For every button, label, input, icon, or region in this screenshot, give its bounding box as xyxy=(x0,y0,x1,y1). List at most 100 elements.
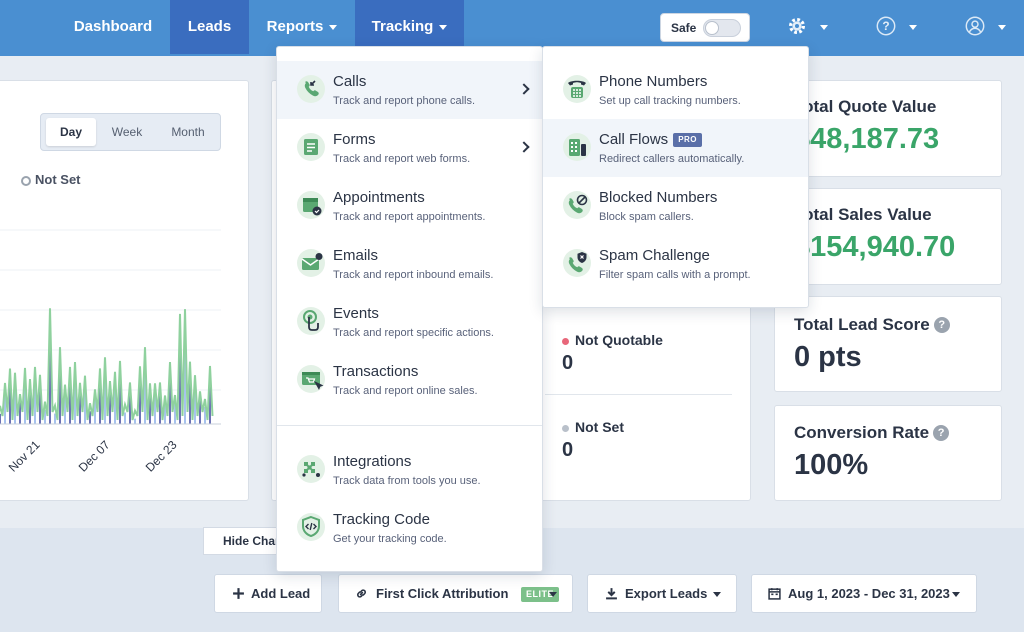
user-icon[interactable] xyxy=(964,15,986,37)
add-lead-button[interactable]: Add Lead xyxy=(214,574,322,613)
menu-item-tracking-code[interactable]: Tracking Code Get your tracking code. xyxy=(277,499,542,557)
help-chevron-down-icon[interactable] xyxy=(909,25,917,30)
kpi-value: $48,187.73 xyxy=(794,123,940,155)
chevron-down-icon xyxy=(952,592,960,597)
help-icon[interactable]: ? xyxy=(933,425,950,441)
call-flow-icon xyxy=(563,133,591,161)
menu-item-title: Phone Numbers xyxy=(599,73,708,90)
chevron-down-icon xyxy=(549,592,557,597)
dialpad-icon xyxy=(563,75,591,103)
menu-item-title: Events xyxy=(333,305,379,322)
blocked-phone-icon xyxy=(563,191,591,219)
nav-tracking[interactable]: Tracking xyxy=(355,0,464,54)
nav-dashboard[interactable]: Dashboard xyxy=(73,18,153,35)
toggle-switch[interactable] xyxy=(703,19,741,37)
range-month-button[interactable]: Month xyxy=(171,125,205,139)
menu-item-events[interactable]: Events Track and report specific actions… xyxy=(277,293,542,351)
settings-chevron-down-icon[interactable] xyxy=(820,25,828,30)
leads-chart-card: Day Week Month Not Set Nov 21 Dec 07 Dec… xyxy=(0,80,249,501)
calendar-icon xyxy=(768,588,781,600)
menu-item-desc: Track and report online sales. xyxy=(333,385,478,397)
menu-item-desc: Redirect callers automatically. xyxy=(599,153,745,165)
download-icon xyxy=(606,588,617,600)
kpi-card-conversion-rate: Conversion Rate? 100% xyxy=(774,405,1002,501)
menu-item-title: Call Flows PRO xyxy=(599,131,703,148)
export-label: Export Leads xyxy=(625,586,708,601)
puzzle-icon xyxy=(297,455,325,483)
nav-leads[interactable]: Leads xyxy=(170,0,249,54)
elite-badge: ELITE xyxy=(521,587,560,602)
legend-item-not-set[interactable]: Not Set xyxy=(21,172,81,187)
menu-item-desc: Track and report inbound emails. xyxy=(333,269,494,281)
plus-icon xyxy=(233,588,244,599)
menu-item-desc: Track and report appointments. xyxy=(333,211,486,223)
x-tick-label: Nov 21 xyxy=(6,438,43,475)
kpi-title: Total Lead Score? xyxy=(794,315,950,335)
safe-label: Safe xyxy=(671,21,697,35)
kpi-value: 100% xyxy=(794,449,869,481)
menu-item-title: Integrations xyxy=(333,453,412,470)
menu-item-title: Forms xyxy=(333,131,376,148)
kpi-card-lead-score: Total Lead Score? 0 pts xyxy=(774,296,1002,392)
attribution-dropdown[interactable]: First Click Attribution ELITE xyxy=(338,574,573,613)
menu-item-call-flows[interactable]: Call Flows PRO Redirect callers automatic… xyxy=(543,119,808,177)
chevron-down-icon xyxy=(439,24,448,30)
x-tick-label: Dec 23 xyxy=(143,438,180,475)
menu-item-desc: Track and report specific actions. xyxy=(333,327,494,339)
add-lead-label: Add Lead xyxy=(251,586,311,601)
tracking-dropdown-menu: Calls Track and report phone calls. Form… xyxy=(276,46,543,572)
stat-not-set-value: 0 xyxy=(562,439,574,461)
help-icon[interactable]: ? xyxy=(933,317,950,333)
kpi-value: 0 pts xyxy=(794,341,862,373)
menu-item-title: Appointments xyxy=(333,189,425,206)
menu-item-desc: Track and report phone calls. xyxy=(333,95,476,107)
range-day-button[interactable]: Day xyxy=(46,118,96,146)
calls-submenu: Phone Numbers Set up call tracking numbe… xyxy=(542,46,809,308)
menu-item-spam-challenge[interactable]: Spam Challenge Filter spam calls with a … xyxy=(543,235,808,293)
toggle-knob xyxy=(705,21,719,35)
x-tick-label: Dec 07 xyxy=(76,438,113,475)
chevron-right-icon xyxy=(518,83,530,95)
user-chevron-down-icon[interactable] xyxy=(998,25,1006,30)
menu-item-transactions[interactable]: Transactions Track and report online sal… xyxy=(277,351,542,409)
stat-not-quotable-label: Not Quotable xyxy=(562,332,663,348)
chevron-down-icon xyxy=(329,24,338,30)
chart-gridlines xyxy=(0,229,221,391)
kpi-card-sales-value: Total Sales Value $154,940.70 xyxy=(774,188,1002,285)
svg-text:?: ? xyxy=(882,19,889,33)
touch-icon xyxy=(297,307,325,335)
kpi-value: $154,940.70 xyxy=(794,231,956,263)
menu-item-calls[interactable]: Calls Track and report phone calls. xyxy=(277,61,542,119)
range-week-button[interactable]: Week xyxy=(111,125,143,139)
safe-mode-toggle[interactable]: Safe xyxy=(660,13,750,42)
attribution-label: First Click Attribution xyxy=(376,586,509,601)
export-leads-button[interactable]: Export Leads xyxy=(587,574,737,613)
stat-not-quotable-value: 0 xyxy=(562,352,574,374)
gear-icon[interactable] xyxy=(786,15,808,37)
menu-item-title: Blocked Numbers xyxy=(599,189,718,206)
menu-item-desc: Get your tracking code. xyxy=(333,533,447,545)
kpi-title: Total Sales Value xyxy=(794,205,932,224)
menu-item-phone-numbers[interactable]: Phone Numbers Set up call tracking numbe… xyxy=(543,61,808,119)
menu-item-desc: Block spam callers. xyxy=(599,211,694,223)
shopping-cart-icon xyxy=(297,365,325,393)
menu-item-emails[interactable]: Emails Track and report inbound emails. xyxy=(277,235,542,293)
code-icon xyxy=(297,513,325,541)
phone-icon xyxy=(297,75,325,103)
leads-line-chart: Nov 21 Dec 07 Dec 23 xyxy=(0,229,221,475)
nav-reports[interactable]: Reports xyxy=(256,0,348,54)
help-icon[interactable]: ? xyxy=(875,15,897,37)
menu-item-forms[interactable]: Forms Track and report web forms. xyxy=(277,119,542,177)
top-nav-bar: Dashboard Leads Reports Tracking Safe ? xyxy=(0,0,1024,56)
menu-item-blocked-numbers[interactable]: Blocked Numbers Block spam callers. xyxy=(543,177,808,235)
pro-badge: PRO xyxy=(673,133,703,147)
form-icon xyxy=(297,133,325,161)
menu-item-appointments[interactable]: Appointments Track and report appointmen… xyxy=(277,177,542,235)
calendar-icon xyxy=(297,191,325,219)
menu-item-desc: Track and report web forms. xyxy=(333,153,471,165)
date-range-picker[interactable]: Aug 1, 2023 - Dec 31, 2023 xyxy=(751,574,977,613)
menu-item-integrations[interactable]: Integrations Track data from tools you u… xyxy=(277,441,542,499)
legend-marker-icon xyxy=(21,175,31,186)
stat-not-set-label: Not Set xyxy=(562,419,624,435)
menu-item-title: Tracking Code xyxy=(333,511,430,528)
